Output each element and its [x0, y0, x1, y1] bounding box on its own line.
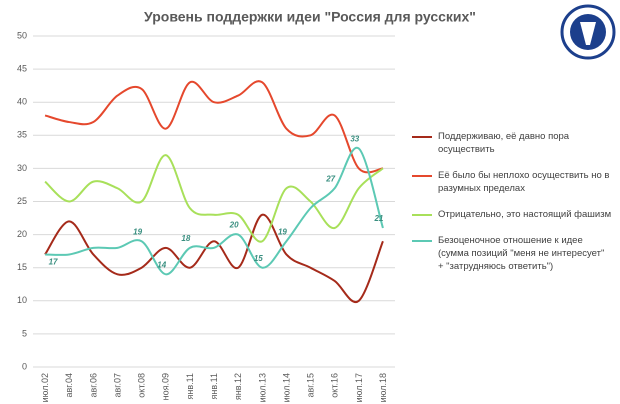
x-tick-label: ноя.09 — [161, 373, 171, 400]
y-tick-label: 30 — [17, 163, 27, 173]
x-tick-label: июл.17 — [354, 373, 364, 402]
y-tick-label: 40 — [17, 97, 27, 107]
x-tick-label: июл.14 — [281, 373, 291, 402]
y-tick-label: 35 — [17, 130, 27, 140]
y-tick-label: 45 — [17, 63, 27, 73]
series-line — [44, 213, 384, 304]
y-tick-label: 25 — [17, 196, 27, 206]
y-tick-label: 10 — [17, 295, 27, 305]
y-tick-label: 0 — [22, 361, 27, 371]
x-tick-label: авг.15 — [306, 373, 316, 397]
data-label: 17 — [49, 258, 58, 267]
data-label: 21 — [373, 214, 383, 223]
legend-label: Отрицательно, это настоящий фашизм — [438, 209, 612, 220]
legend: Поддерживаю, её давно пора осуществить Её… — [412, 130, 612, 286]
series-line — [45, 146, 384, 276]
legend-label: Поддерживаю, её давно пора осуществить — [438, 131, 570, 155]
y-tick-label: 50 — [17, 30, 27, 40]
legend-item: Безоценочное отношение к идее (сумма поз… — [412, 234, 612, 273]
chart-title: Уровень поддержки идеи "Россия для русск… — [144, 9, 476, 25]
x-tick-label: июл.13 — [257, 373, 267, 402]
legend-swatch — [412, 214, 432, 216]
series-line — [44, 154, 384, 243]
legend-swatch — [412, 175, 432, 177]
y-tick-label: 15 — [17, 262, 27, 272]
series-line — [44, 80, 384, 174]
x-tick-label: янв.11 — [209, 373, 219, 399]
x-tick-label: окт.08 — [137, 373, 147, 398]
legend-swatch — [412, 240, 432, 242]
x-tick-label: июл.02 — [40, 373, 50, 402]
data-label: 19 — [133, 227, 142, 236]
x-tick-label: авг.07 — [112, 373, 122, 397]
data-label: 33 — [350, 135, 359, 144]
data-label: 18 — [181, 234, 190, 243]
legend-label: Безоценочное отношение к идее (сумма поз… — [438, 235, 605, 272]
x-tick-label: янв.12 — [233, 373, 243, 400]
legend-item: Отрицательно, это настоящий фашизм — [412, 208, 612, 221]
x-tick-label: авг.06 — [88, 373, 98, 397]
data-label: 27 — [325, 174, 335, 183]
data-label: 14 — [157, 260, 166, 269]
y-tick-label: 20 — [17, 229, 27, 239]
data-label: 15 — [254, 254, 263, 263]
legend-item: Её было бы неплохо осуществить но в разу… — [412, 169, 612, 195]
legend-label: Её было бы неплохо осуществить но в разу… — [438, 170, 610, 194]
legend-swatch — [412, 136, 432, 138]
data-label: 19 — [278, 227, 287, 236]
y-tick-label: 5 — [22, 328, 27, 338]
legend-item: Поддерживаю, её давно пора осуществить — [412, 130, 612, 156]
data-label: 20 — [229, 221, 239, 230]
logo — [560, 4, 616, 60]
x-tick-label: авг.04 — [64, 373, 74, 397]
x-tick-label: июл.18 — [378, 373, 388, 402]
x-tick-label: окт.16 — [330, 373, 340, 398]
x-tick-label: янв.11 — [185, 373, 195, 399]
